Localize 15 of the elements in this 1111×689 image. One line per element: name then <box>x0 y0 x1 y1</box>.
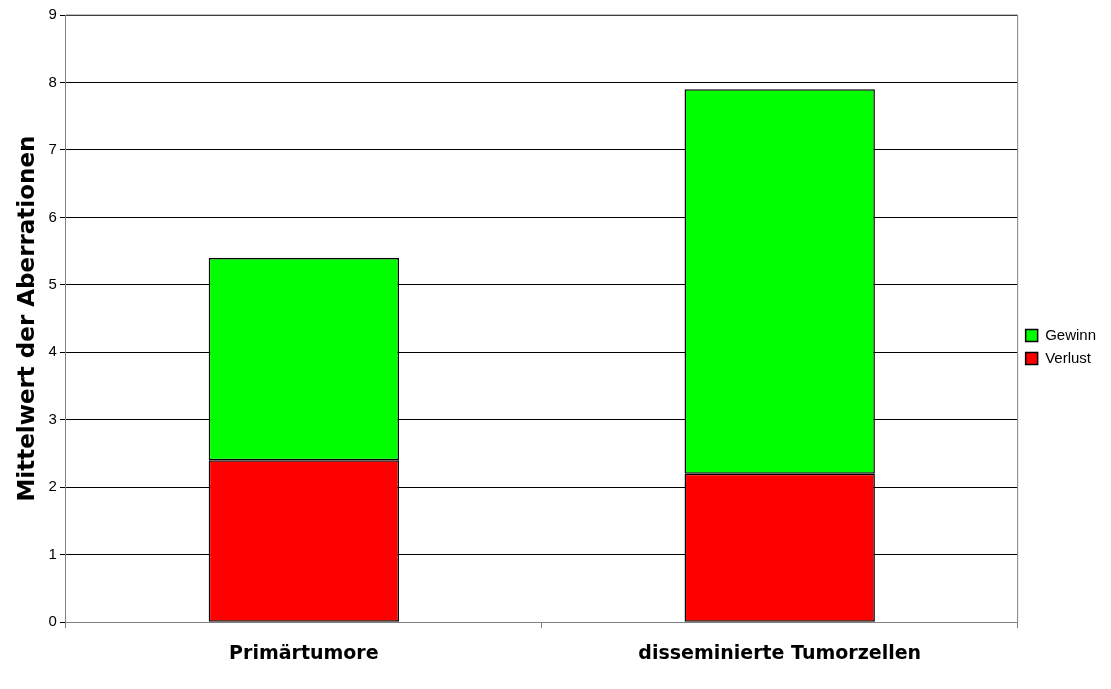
y-tick-label: 9 <box>48 5 57 23</box>
y-tick-label: 3 <box>48 409 57 427</box>
y-tick-label: 8 <box>48 72 57 90</box>
x-tick-label: disseminierte Tumorzellen <box>638 640 922 663</box>
y-tick-label: 6 <box>48 207 57 225</box>
y-tick-label: 2 <box>48 477 57 495</box>
y-tick-label: 1 <box>48 544 57 562</box>
legend-label: Verlust <box>1045 348 1092 366</box>
legend-label: Gewinn <box>1045 325 1096 343</box>
y-tick-label: 5 <box>48 275 57 293</box>
y-axis-title: Mittelwert der Aberrationen <box>12 135 39 502</box>
y-tick-label: 7 <box>48 140 57 158</box>
x-tick-label: Primärtumore <box>229 640 379 663</box>
y-tick-label: 4 <box>48 342 57 360</box>
y-tick-label: 0 <box>48 612 57 630</box>
